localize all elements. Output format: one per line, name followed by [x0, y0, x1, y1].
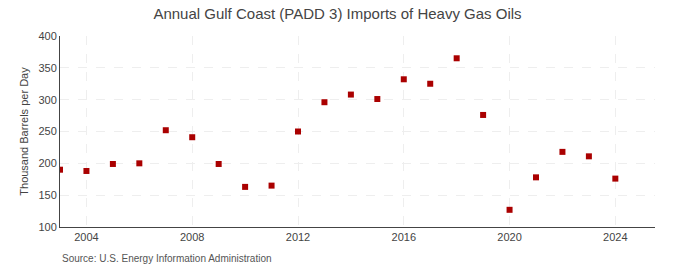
svg-text:Annual Gulf Coast (PADD 3) Imp: Annual Gulf Coast (PADD 3) Imports of He…: [153, 5, 521, 22]
svg-text:2004: 2004: [74, 231, 98, 243]
svg-text:300: 300: [38, 94, 56, 106]
svg-text:400: 400: [38, 30, 56, 42]
svg-text:Thousand Barrels per Day: Thousand Barrels per Day: [18, 67, 30, 196]
svg-text:2012: 2012: [286, 231, 310, 243]
svg-text:2016: 2016: [392, 231, 416, 243]
svg-text:350: 350: [38, 62, 56, 74]
svg-text:250: 250: [38, 125, 56, 137]
svg-text:200: 200: [38, 157, 56, 169]
svg-text:2008: 2008: [180, 231, 204, 243]
svg-text:2020: 2020: [497, 231, 521, 243]
svg-text:150: 150: [38, 189, 56, 201]
svg-text:2024: 2024: [603, 231, 627, 243]
svg-text:Source: U.S. Energy Informatio: Source: U.S. Energy Information Administ…: [62, 253, 272, 264]
svg-text:100: 100: [38, 221, 56, 233]
